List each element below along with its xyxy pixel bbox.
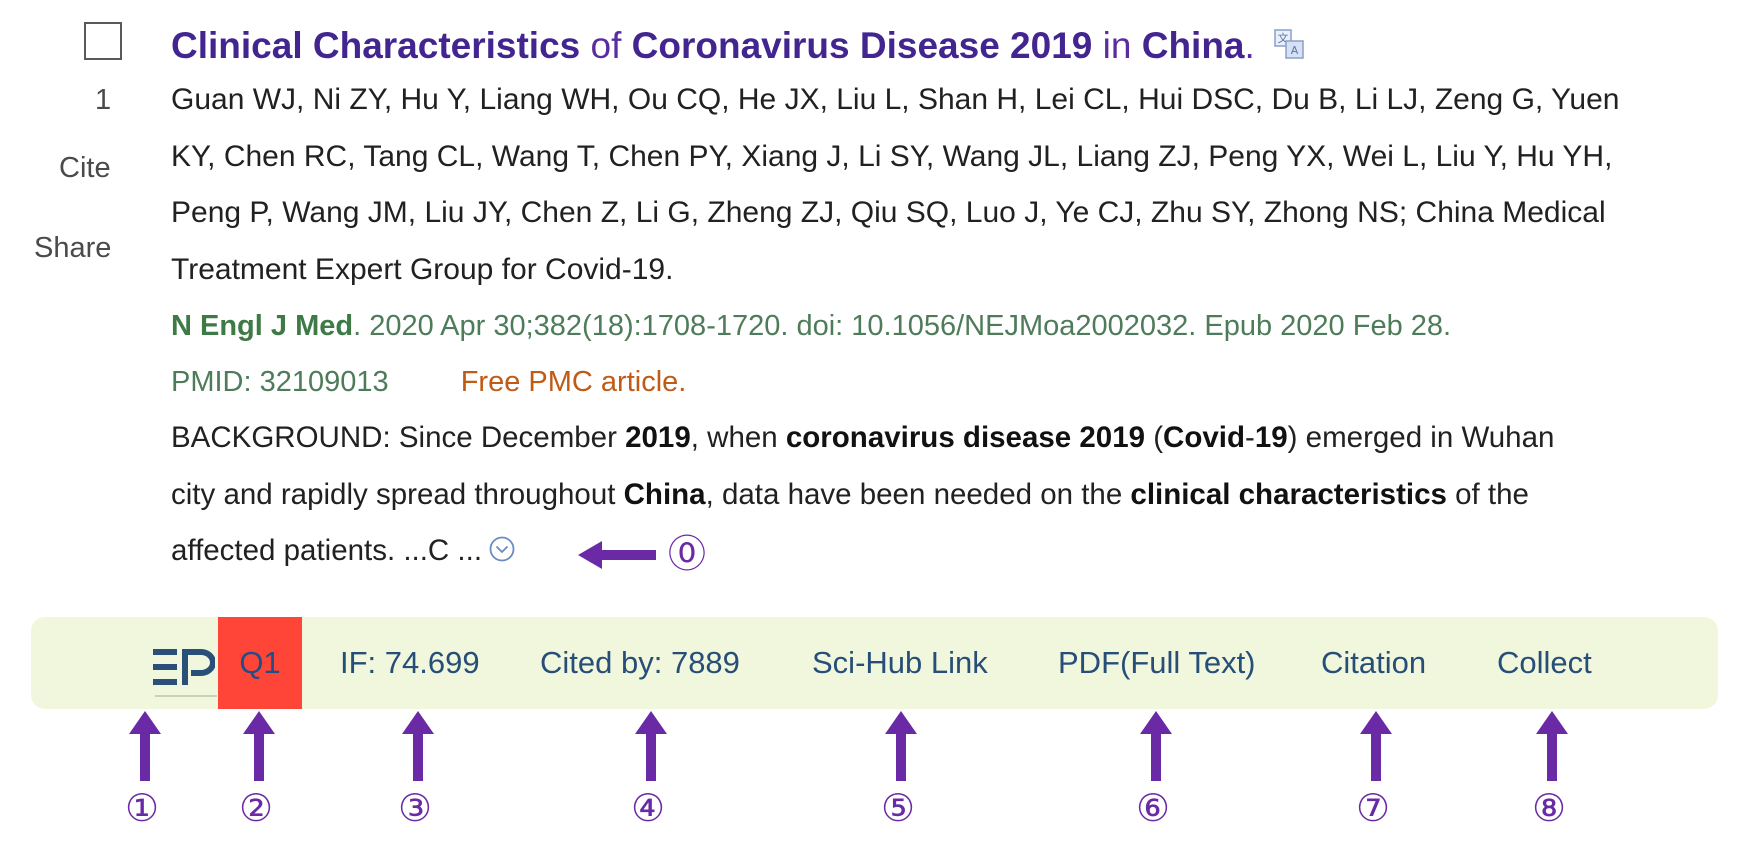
snippet-line: affected patients. ...C ... [171,523,1691,580]
impact-factor[interactable]: IF: 74.699 [340,645,480,680]
annotation-arrow-icon [578,541,656,569]
svg-text:文: 文 [1278,31,1289,45]
share-button[interactable]: Share [34,232,112,264]
highlighted-term: coronavirus disease 2019 [785,421,1146,454]
ep-logo-icon[interactable] [153,647,215,687]
annotation-marker: ⑦ [1356,786,1391,830]
snippet-line: city and rapidly spread throughout China… [171,467,1691,524]
pdf-full-text-link[interactable]: PDF(Full Text) [1058,645,1256,680]
journal-citation: N Engl J Med. 2020 Apr 30;382(18):1708-1… [171,298,1691,354]
collect-button[interactable]: Collect [1497,645,1592,680]
up-arrow-icon [129,711,161,781]
annotation-marker: ⑥ [1136,786,1171,830]
authors-line: Guan WJ, Ni ZY, Hu Y, Liang WH, Ou CQ, H… [171,83,1620,116]
annotation-marker: ② [239,786,274,830]
title-segment[interactable]: of [580,25,632,66]
authors: Guan WJ, Ni ZY, Hu Y, Liang WH, Ou CQ, H… [171,72,1691,298]
quartile-badge[interactable]: Q1 [218,617,302,709]
title-segment[interactable]: Coronavirus Disease 2019 [631,25,1093,66]
snippet-text: BACKGROUND: Since December [171,421,626,454]
annotation-marker: ⑤ [881,786,916,830]
logo-underline [155,695,217,697]
svg-text:A: A [1291,44,1299,57]
authors-line: Treatment Expert Group for Covid-19. [171,252,674,286]
title-segment[interactable]: Clinical Characteristics [171,25,581,66]
journal-name[interactable]: N Engl J Med [171,310,354,342]
result-number: 1 [95,84,112,116]
free-pmc-link[interactable]: Free PMC article. [460,366,687,398]
highlighted-term: 2019 [625,421,691,454]
up-arrow-icon [635,711,667,781]
article-title[interactable]: Clinical Characteristics of Coronavirus … [171,18,1691,74]
annotation-marker: ⑧ [1532,786,1567,830]
citation-button[interactable]: Citation [1321,645,1427,680]
highlighted-term: clinical characteristics [1130,477,1447,511]
snippet-text: ( [1145,421,1164,454]
snippet-text: ) emerged in Wuhan [1287,421,1555,454]
highlighted-term: Covid [1163,421,1245,454]
result-content: Clinical Characteristics of Coronavirus … [171,18,1691,580]
up-arrow-icon [1536,711,1568,781]
snippet-line: BACKGROUND: Since December 2019, when co… [171,410,1691,467]
authors-line: Peng P, Wang JM, Liu JY, Chen Z, Li G, Z… [171,196,1606,229]
snippet-text: , when [690,421,786,454]
citation-details: . 2020 Apr 30;382(18):1708-1720. doi: 10… [353,310,1452,342]
up-arrow-icon [243,711,275,781]
up-arrow-icon [402,711,434,781]
expand-chevron-icon[interactable] [488,526,516,562]
annotation-marker: ⓪ [668,532,707,576]
up-arrow-icon [1360,711,1392,781]
pmid-line: PMID: 32109013 Free PMC article. [171,354,1691,410]
title-segment[interactable]: . [1244,25,1255,66]
select-checkbox[interactable] [84,22,122,60]
scihub-link[interactable]: Sci-Hub Link [812,645,988,680]
title-segment[interactable]: in [1092,25,1142,66]
cite-button[interactable]: Cite [59,152,111,184]
cited-by-link[interactable]: Cited by: 7889 [540,645,740,680]
authors-line: KY, Chen RC, Tang CL, Wang T, Chen PY, X… [171,139,1613,173]
highlighted-term: China [623,477,706,511]
annotation-marker: ③ [398,786,433,830]
snippet-text: affected patients. ...C ... [171,534,483,567]
snippet-text: of the [1446,477,1529,511]
annotation-marker: ④ [631,786,666,830]
easypubmed-toolbar: Q1 IF: 74.699 Cited by: 7889 Sci-Hub Lin… [31,617,1718,709]
snippet-text: , data have been needed on the [705,477,1131,511]
title-segment[interactable]: China [1141,25,1245,66]
pmid: PMID: 32109013 [171,366,389,398]
snippet-text: - [1245,421,1255,454]
abstract-snippet: BACKGROUND: Since December 2019, when co… [171,410,1691,580]
snippet-text: city and rapidly spread throughout [171,477,624,511]
up-arrow-icon [885,711,917,781]
up-arrow-icon [1140,711,1172,781]
highlighted-term: 19 [1254,421,1288,454]
annotation-marker: ① [125,786,160,830]
translate-icon[interactable]: 文 A [1273,20,1305,59]
